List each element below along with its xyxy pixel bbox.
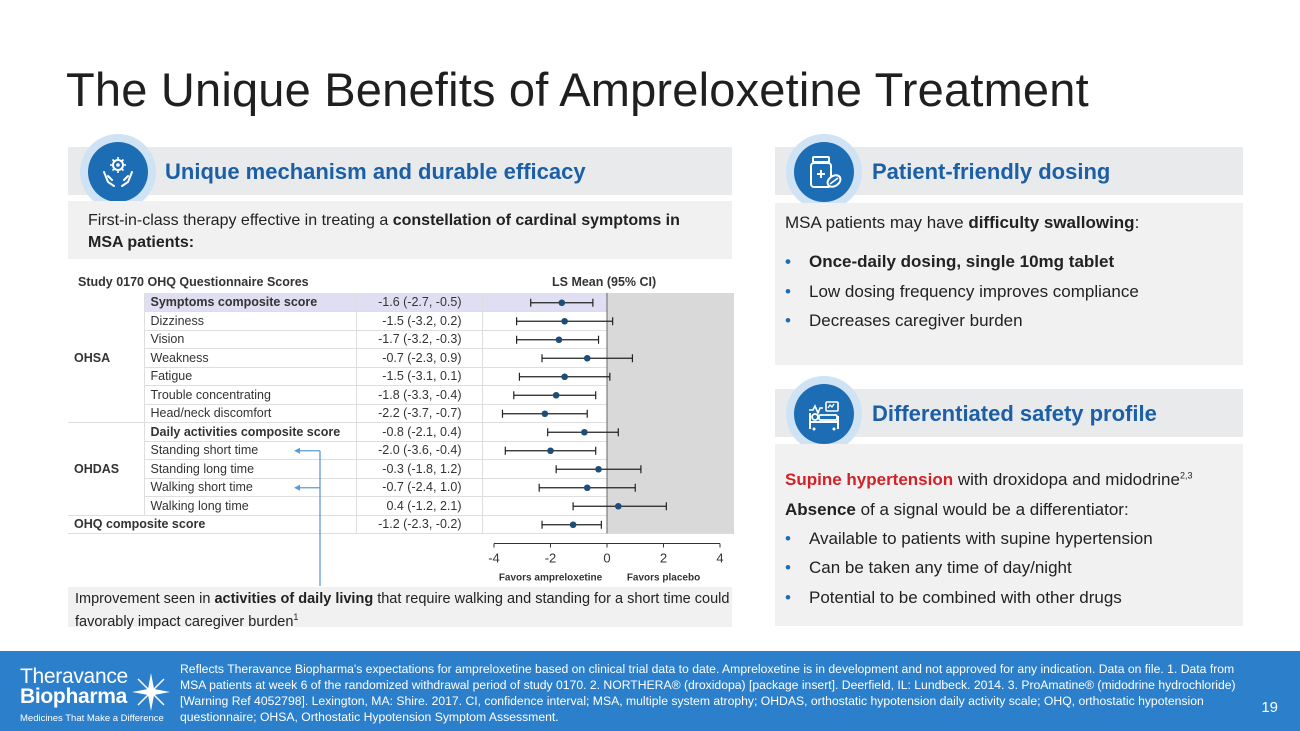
row-label: Symptoms composite score	[144, 293, 357, 312]
group-ohsa: OHSA	[68, 293, 145, 423]
row-label: Standing long time	[144, 459, 357, 479]
page-number: 19	[1261, 699, 1278, 716]
row-value: -0.8 (-2.1, 0.4)	[356, 422, 483, 442]
group-ohdas: OHDAS	[68, 422, 145, 516]
absence-line: Absence of a signal would be a different…	[785, 500, 1129, 519]
row-value: -0.7 (-2.3, 0.9)	[356, 348, 483, 368]
pill-bottle-icon	[810, 156, 842, 188]
dosing-intro: MSA patients may have difficulty swallow…	[785, 213, 1140, 232]
row-label: Weakness	[144, 348, 357, 368]
x-tick-label: 2	[660, 551, 667, 566]
table-row: Fatigue -1.5 (-3.1, 0.1)	[68, 367, 734, 386]
row-label: Dizziness	[144, 311, 357, 331]
intro-text: First-in-class therapy effective in trea…	[88, 210, 688, 254]
page-title: The Unique Benefits of Ampreloxetine Tre…	[66, 63, 1089, 116]
favors-ampreloxetine-label: Favors ampreloxetine	[499, 573, 603, 584]
dosing-bullet: • Low dosing frequency improves complianc…	[785, 282, 1139, 301]
safety-icon-badge	[786, 376, 862, 452]
x-tick-label: -2	[545, 551, 557, 566]
supine-line: Supine hypertension with droxidopa and m…	[785, 470, 1193, 489]
row-value: -1.6 (-2.7, -0.5)	[356, 293, 483, 312]
dosing-bullet: • Decreases caregiver burden	[785, 311, 1023, 330]
x-tick-label: 0	[603, 551, 610, 566]
row-label: Daily activities composite score	[144, 422, 357, 442]
star-logo-icon	[132, 673, 170, 711]
table-row: Standing long time -0.3 (-1.8, 1.2)	[68, 459, 734, 479]
safety-bullet: • Available to patients with supine hyper…	[785, 529, 1153, 548]
row-label: Standing short time	[144, 441, 357, 460]
hospital-bed-icon	[809, 401, 839, 431]
table-row: Vision -1.7 (-3.2, -0.3)	[68, 330, 734, 349]
study-label: Study 0170 OHQ Questionnaire Scores	[78, 275, 309, 289]
safety-banner-title: Differentiated safety profile	[872, 401, 1157, 426]
row-label: Trouble concentrating	[144, 385, 357, 405]
row-value: -1.5 (-3.1, 0.1)	[356, 367, 483, 386]
row-label: Head/neck discomfort	[144, 404, 357, 423]
table-row: Weakness -0.7 (-2.3, 0.9)	[68, 348, 734, 368]
row-value: -0.7 (-2.4, 1.0)	[356, 478, 483, 497]
ls-mean-label: LS Mean (95% CI)	[552, 275, 657, 289]
table-row: Walking long time 0.4 (-1.2, 2.1)	[68, 496, 734, 516]
table-row: OHQ composite score -1.2 (-2.3, -0.2)	[68, 515, 734, 534]
x-tick-label: -4	[488, 551, 500, 566]
footer-bar: Theravance Biopharma Medicines That Make…	[0, 651, 1300, 731]
table-row: Dizziness -1.5 (-3.2, 0.2)	[68, 311, 734, 331]
dosing-bullet: • Once-daily dosing, single 10mg tablet	[785, 252, 1115, 271]
row-value: -2.0 (-3.6, -0.4)	[356, 441, 483, 460]
row-label: Walking short time	[144, 478, 357, 497]
intro-bold: constellation of cardinal symptoms in MS…	[88, 212, 680, 251]
footnote-text: Improvement seen in activities of daily …	[75, 591, 730, 630]
table-row: Standing short time -2.0 (-3.6, -0.4)	[68, 441, 734, 460]
table-row: Walking short time -0.7 (-2.4, 1.0)	[68, 478, 734, 497]
mechanism-icon-badge	[80, 134, 156, 210]
intro-panel	[68, 201, 732, 259]
row-label: Walking long time	[144, 496, 357, 516]
dosing-panel	[775, 203, 1243, 365]
row-value: -1.7 (-3.2, -0.3)	[356, 330, 483, 349]
row-label: Vision	[144, 330, 357, 349]
group-ohq: OHQ composite score	[68, 515, 357, 534]
company-logo: Theravance Biopharma Medicines That Make…	[20, 666, 170, 724]
safety-panel	[775, 444, 1243, 626]
disclaimer-text: Reflects Theravance Biopharma's expectat…	[180, 662, 1236, 724]
row-value: -0.3 (-1.8, 1.2)	[356, 459, 483, 479]
dosing-banner-title: Patient-friendly dosing	[872, 159, 1111, 184]
favors-placebo-label: Favors placebo	[627, 573, 700, 584]
row-value: -1.5 (-3.2, 0.2)	[356, 311, 483, 331]
row-label: Fatigue	[144, 367, 357, 386]
dosing-icon-badge	[786, 134, 862, 210]
row-value: -1.8 (-3.3, -0.4)	[356, 385, 483, 405]
mechanism-banner: Unique mechanism and durable efficacy	[68, 147, 732, 195]
table-row: OHDAS Daily activities composite score -…	[68, 422, 734, 516]
x-tick-label: 4	[716, 551, 723, 566]
footnote-panel	[68, 587, 732, 627]
intro-plain: First-in-class therapy effective in trea…	[88, 212, 393, 229]
forest-table: OHSA Symptoms composite score -1.6 (-2.7…	[68, 293, 734, 534]
gear-hands-icon	[103, 157, 133, 187]
row-value: -1.2 (-2.3, -0.2)	[356, 515, 483, 534]
table-row: Trouble concentrating -1.8 (-3.3, -0.4)	[68, 385, 734, 405]
row-value: 0.4 (-1.2, 2.1)	[356, 496, 483, 516]
table-row: Head/neck discomfort -2.2 (-3.7, -0.7)	[68, 404, 734, 423]
safety-bullet: • Can be taken any time of day/night	[785, 558, 1072, 577]
table-row: OHSA Symptoms composite score -1.6 (-2.7…	[68, 293, 734, 423]
safety-bullet: • Potential to be combined with other dru…	[785, 588, 1122, 607]
mechanism-banner-title: Unique mechanism and durable efficacy	[165, 159, 586, 184]
row-value: -2.2 (-3.7, -0.7)	[356, 404, 483, 423]
